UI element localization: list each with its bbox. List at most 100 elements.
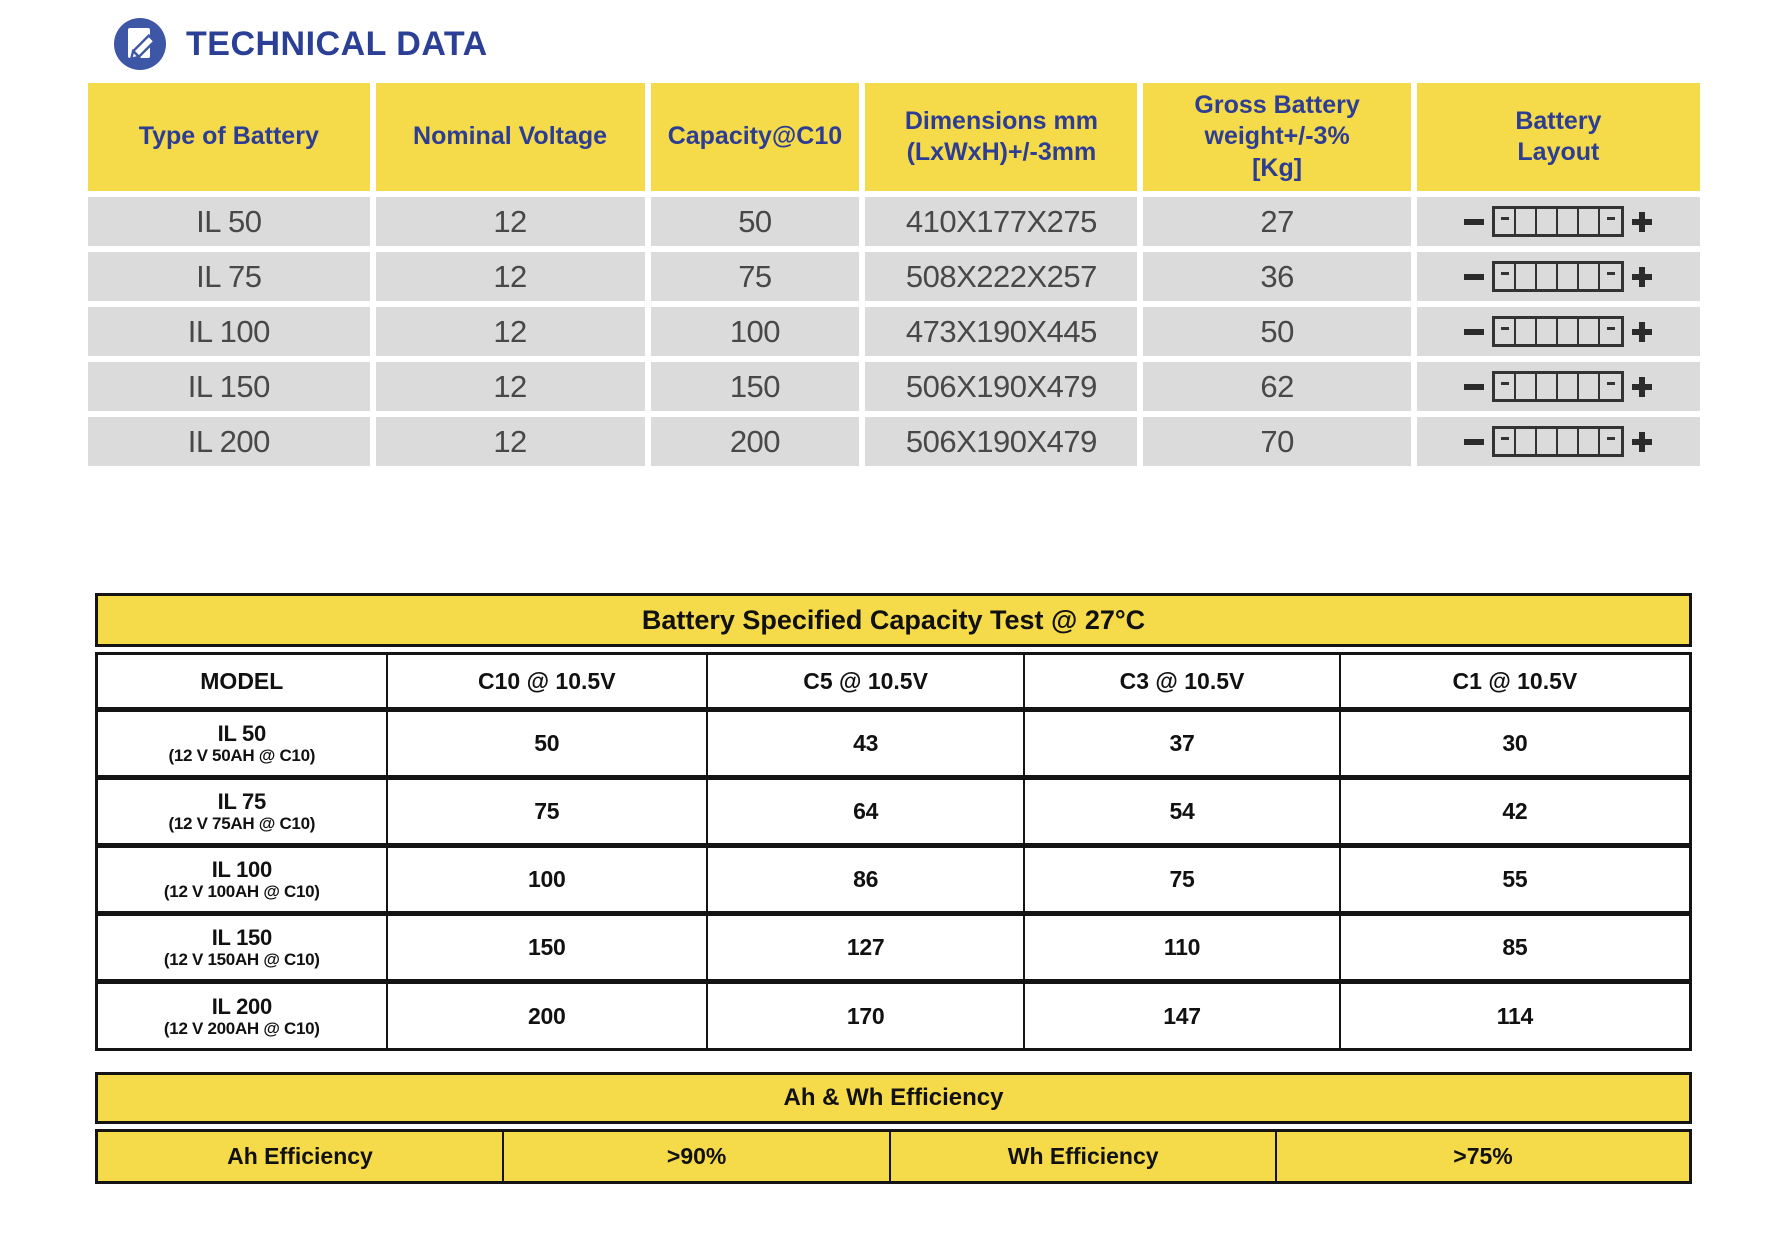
voltage-cell: 12 [375,252,645,301]
c3-value: 37 [1023,709,1341,778]
dimensions-cell: 506X190X479 [865,417,1138,466]
capacity-cell: 100 [650,307,860,356]
model-name: IL 50 [217,721,267,747]
specs-header-row: Type of Battery Nominal Voltage Capacity… [88,83,1700,191]
col-header-dimensions-line1: Dimensions mm [904,106,1098,135]
c10-value: 50 [385,709,708,778]
col-header-layout-line1: Battery [1515,106,1602,135]
c5-value: 170 [705,981,1026,1050]
col-header-dimensions-line2: (LxWxH)+/-3mm [906,138,1097,166]
capacity-test-table: Battery Specified Capacity Test @ 27°C M… [95,593,1692,1051]
technical-data-icon [112,16,168,72]
capacity-cell: 75 [650,252,860,301]
model-spec: (12 V 50AH @ C10) [168,746,316,766]
voltage-cell: 12 [375,417,645,466]
minus-terminal-icon [1464,383,1485,390]
battery-layout-icon [1421,206,1696,237]
layout-cell [1416,417,1700,466]
weight-cell: 27 [1143,197,1411,246]
ah-efficiency-label: Ah Efficiency [95,1129,504,1184]
plus-terminal-icon [1632,431,1653,452]
battery-type-cell: IL 200 [88,417,370,466]
voltage-cell: 12 [375,197,645,246]
voltage-cell: 12 [375,307,645,356]
battery-cells-icon [1492,261,1625,292]
battery-cells-icon [1492,371,1625,402]
c10-value: 100 [385,845,708,914]
col-header-type-label: Type of Battery [138,122,319,151]
battery-cells-icon [1492,206,1625,237]
c5-value: 86 [705,845,1026,914]
col-header-dimensions: Dimensions mm (LxWxH)+/-3mm [865,83,1138,191]
table-row: IL 200 12 200 506X190X479 70 [88,417,1700,466]
model-cell: IL 200 (12 V 200AH @ C10) [95,981,388,1050]
col-header-voltage: Nominal Voltage [375,83,645,191]
table-row: IL 100 (12 V 100AH @ C10) 100 86 75 55 [95,845,1692,914]
c1-value: 42 [1338,777,1692,846]
col-header-capacity: Capacity@C10 [650,83,860,191]
battery-specs-table: Type of Battery Nominal Voltage Capacity… [82,77,1706,472]
col-header-voltage-label: Nominal Voltage [413,122,608,151]
capacity-test-title: Battery Specified Capacity Test @ 27°C [95,593,1692,647]
battery-type-cell: IL 50 [88,197,370,246]
battery-type-cell: IL 100 [88,307,370,356]
layout-cell [1416,252,1700,301]
c1-value: 114 [1338,981,1692,1050]
layout-cell [1416,307,1700,356]
capacity-header-row: MODEL C10 @ 10.5V C5 @ 10.5V C3 @ 10.5V … [95,653,1692,710]
weight-cell: 62 [1143,362,1411,411]
table-row: IL 50 (12 V 50AH @ C10) 50 43 37 30 [95,709,1692,778]
col-header-c1: C1 @ 10.5V [1338,653,1692,710]
page-header: TECHNICAL DATA [112,16,488,72]
c5-value: 127 [705,913,1026,982]
ah-efficiency-value: >90% [501,1129,892,1184]
battery-layout-icon [1421,316,1696,347]
model-spec: (12 V 150AH @ C10) [163,950,320,970]
c3-value: 54 [1023,777,1341,846]
model-cell: IL 75 (12 V 75AH @ C10) [95,777,388,846]
col-header-weight-line1: Gross Battery [1194,91,1360,120]
battery-layout-icon [1421,371,1696,402]
model-spec: (12 V 75AH @ C10) [168,814,316,834]
model-name: IL 100 [211,857,272,883]
capacity-cell: 50 [650,197,860,246]
col-header-c5: C5 @ 10.5V [705,653,1026,710]
col-header-weight: Gross Battery weight+/-3% [Kg] [1143,83,1411,191]
plus-terminal-icon [1632,266,1653,287]
capacity-cell: 200 [650,417,860,466]
c10-value: 75 [385,777,708,846]
dimensions-cell: 473X190X445 [865,307,1138,356]
col-header-c10: C10 @ 10.5V [385,653,708,710]
table-row: IL 100 12 100 473X190X445 50 [88,307,1700,356]
dimensions-cell: 506X190X479 [865,362,1138,411]
plus-terminal-icon [1632,376,1653,397]
table-row: IL 200 (12 V 200AH @ C10) 200 170 147 11… [95,981,1692,1050]
table-row: IL 150 12 150 506X190X479 62 [88,362,1700,411]
model-spec: (12 V 200AH @ C10) [163,1018,320,1038]
minus-terminal-icon [1464,328,1485,335]
plus-terminal-icon [1632,211,1653,232]
minus-terminal-icon [1464,218,1485,225]
layout-cell [1416,362,1700,411]
table-row: IL 50 12 50 410X177X275 27 [88,197,1700,246]
capacity-cell: 150 [650,362,860,411]
battery-type-cell: IL 150 [88,362,370,411]
table-row: IL 75 (12 V 75AH @ C10) 75 64 54 42 [95,777,1692,846]
efficiency-title: Ah & Wh Efficiency [95,1072,1692,1124]
model-name: IL 200 [211,993,272,1019]
weight-cell: 70 [1143,417,1411,466]
c1-value: 55 [1338,845,1692,914]
layout-cell [1416,197,1700,246]
battery-layout-icon [1421,261,1696,292]
dimensions-cell: 508X222X257 [865,252,1138,301]
col-header-capacity-label: Capacity@C10 [667,122,843,151]
weight-cell: 50 [1143,307,1411,356]
c5-value: 64 [705,777,1026,846]
model-name: IL 150 [211,925,272,951]
col-header-layout: Battery Layout [1416,83,1700,191]
battery-layout-icon [1421,426,1696,457]
col-header-layout-line2: Layout [1517,138,1600,166]
model-cell: IL 100 (12 V 100AH @ C10) [95,845,388,914]
model-cell: IL 150 (12 V 150AH @ C10) [95,913,388,982]
col-header-weight-line3: [Kg] [1252,153,1303,182]
